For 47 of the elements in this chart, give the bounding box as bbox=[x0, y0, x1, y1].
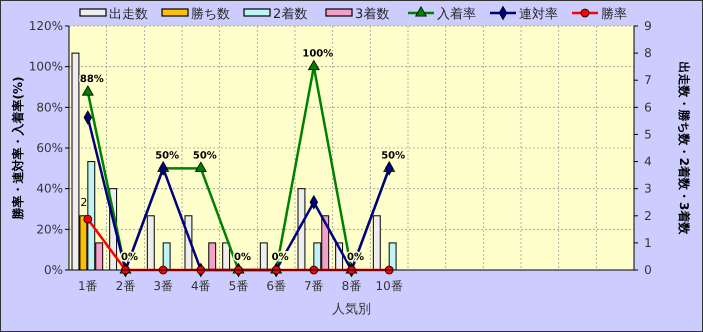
x-tick-label: 7番 bbox=[304, 279, 324, 293]
point bbox=[195, 162, 207, 172]
point bbox=[308, 60, 320, 70]
y2-tick-label: 8 bbox=[644, 46, 652, 60]
y2-tick-label: 2 bbox=[644, 208, 652, 223]
y-tick-label: 40% bbox=[36, 182, 63, 196]
x-tick-label: 3番 bbox=[153, 279, 173, 293]
x-tick-label: 5番 bbox=[228, 279, 248, 293]
legend-label: 勝率 bbox=[601, 6, 627, 22]
x-tick-label: 4番 bbox=[191, 279, 211, 293]
y-tick-label: 100% bbox=[28, 60, 63, 74]
data-label: 0% bbox=[234, 252, 251, 263]
legend-label: 勝ち数 bbox=[191, 7, 230, 22]
y-tick-label: 120% bbox=[28, 19, 63, 33]
legend-label: 出走数 bbox=[109, 7, 148, 22]
y2-tick-label: 9 bbox=[644, 19, 652, 33]
data-label: 100% bbox=[302, 48, 334, 60]
y-axis-title: 勝率・連対率・入着率(%) bbox=[11, 76, 25, 220]
y2-axis-title: 出走数・勝ち数・2着数・3着数 bbox=[677, 62, 691, 236]
data-label: 2 bbox=[80, 196, 88, 209]
x-axis-title: 人気別 bbox=[332, 302, 371, 317]
x-tick-label: 2番 bbox=[116, 279, 136, 293]
y2-tick-label: 6 bbox=[644, 100, 652, 114]
point bbox=[82, 85, 94, 96]
data-label: 50% bbox=[155, 150, 180, 162]
y2-tick-label: 3 bbox=[644, 182, 652, 196]
x-tick-label: 8番 bbox=[342, 279, 362, 293]
data-label: 88% bbox=[80, 74, 104, 86]
x-tick-label: 10番 bbox=[376, 279, 403, 293]
y2-tick-label: 1 bbox=[644, 236, 652, 250]
y2-tick-label: 0 bbox=[644, 263, 652, 277]
y-tick-label: 20% bbox=[36, 222, 63, 236]
y-tick-label: 80% bbox=[36, 100, 63, 114]
y2-tick-label: 5 bbox=[644, 127, 652, 142]
x-tick-label: 1番 bbox=[78, 279, 98, 293]
y2-tick-label: 7 bbox=[644, 73, 652, 88]
y-tick-label: 60% bbox=[36, 141, 63, 155]
legend-label: 連対率 bbox=[519, 6, 558, 22]
y-tick-label: 0% bbox=[44, 263, 63, 277]
legend-label: 2着数 bbox=[273, 6, 308, 22]
x-tick-label: 6番 bbox=[266, 279, 286, 293]
data-label: 50% bbox=[192, 150, 217, 162]
legend-label: 3着数 bbox=[355, 6, 390, 22]
point bbox=[83, 214, 92, 224]
data-label: 50% bbox=[381, 150, 406, 162]
y2-tick-label: 4 bbox=[644, 154, 652, 169]
legend-label: 入着率 bbox=[437, 6, 476, 22]
